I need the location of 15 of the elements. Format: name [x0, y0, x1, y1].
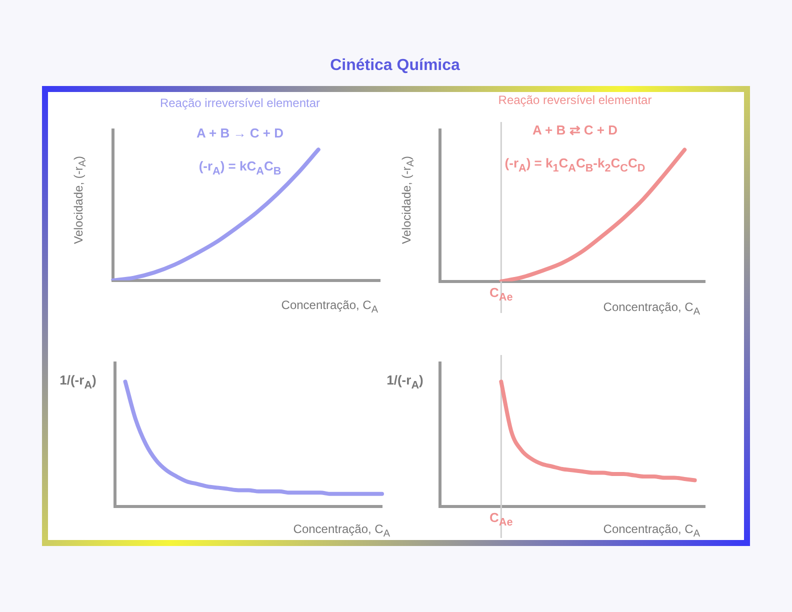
- text: (-r$_{A}$) = k$_{1}$C$_{A}$C$_{B}$-k$_{2}$C$_{C}$C$_{D}$: [504, 156, 646, 174]
- chart-title: Reação reversível elementar: [498, 93, 652, 107]
- y-axis-title: 1/(-r$_{A}$): [60, 372, 96, 392]
- annotation: (-r$_{A}$) = kC$_{A}$C$_{B}$: [198, 158, 282, 178]
- chart-title: Reação irreversível elementar: [160, 96, 320, 110]
- text: A + B ⇄ C + D: [532, 122, 618, 138]
- x-axis-title: Concentração, C$_{A}$: [281, 298, 378, 316]
- y-axis-title: 1/(-r$_{A}$): [386, 372, 424, 392]
- x-axis-title: Concentração, C$_{A}$: [293, 522, 390, 540]
- x-axis-title: Concentração, C$_{A}$: [603, 300, 700, 318]
- x-axis-title: Concentração, C$_{A}$: [603, 522, 700, 540]
- text: Cinética Química: [330, 57, 460, 75]
- text: C$_{Ae}$: [490, 510, 513, 529]
- text: A + B → C + D: [196, 126, 284, 140]
- text: C$_{Ae}$: [490, 285, 513, 304]
